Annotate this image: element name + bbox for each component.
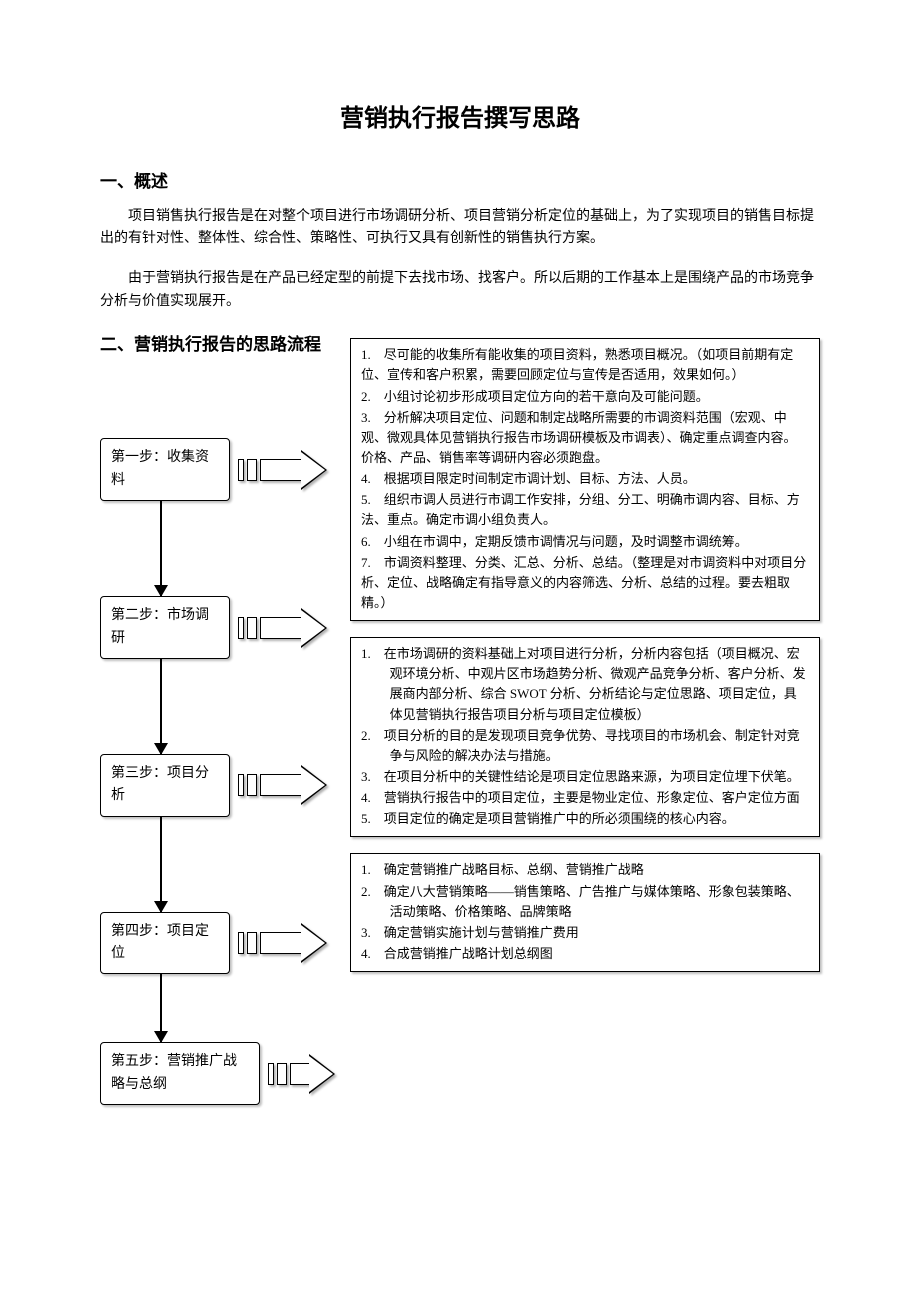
step-5-label: 第五步：营销推广战略与总纲 <box>111 1054 237 1091</box>
list-item: 4. 营销执行报告中的项目定位，主要是物业定位、形象定位、客户定位方面 <box>361 788 809 808</box>
page-title: 营销执行报告撰写思路 <box>100 100 820 138</box>
flowchart: 第一步：收集资料 第二步：市场调研 第三步：项目分析 <box>100 338 820 1105</box>
step-1-box: 第一步：收集资料 <box>100 438 230 501</box>
list-item: 5. 组织市调人员进行市调工作安排，分组、分工、明确市调内容、目标、方法、重点。… <box>361 490 809 530</box>
section-flow-heading: 二、营销执行报告的思路流程 <box>100 331 820 358</box>
arrow-right-icon <box>238 451 328 489</box>
list-item: 3. 确定营销实施计划与营销推广费用 <box>361 923 809 943</box>
section-overview-heading: 一、概述 <box>100 168 820 195</box>
detail-box-1: 1. 尽可能的收集所有能收集的项目资料，熟悉项目概况。（如项目前期有定位、宣传和… <box>350 338 820 621</box>
arrow-down-icon <box>160 659 162 754</box>
arrow-right-icon <box>268 1055 328 1093</box>
step-5-box: 第五步：营销推广战略与总纲 <box>100 1042 260 1105</box>
list-item: 3. 在项目分析中的关键性结论是项目定位思路来源，为项目定位埋下伏笔。 <box>361 767 809 787</box>
list-item: 2. 确定八大营销策略——销售策略、广告推广与媒体策略、形象包装策略、活动策略、… <box>361 882 809 922</box>
step-3-box: 第三步：项目分析 <box>100 754 230 817</box>
flow-steps-column: 第一步：收集资料 第二步：市场调研 第三步：项目分析 <box>100 338 330 1105</box>
arrow-right-icon <box>238 609 328 647</box>
list-item: 6. 小组在市调中，定期反馈市调情况与问题，及时调整市调统筹。 <box>361 532 809 552</box>
list-item: 5. 项目定位的确定是项目营销推广中的所必须围绕的核心内容。 <box>361 809 809 829</box>
step-4-label: 第四步：项目定位 <box>111 924 209 961</box>
list-item: 1. 在市场调研的资料基础上对项目进行分析，分析内容包括（项目概况、宏观环境分析… <box>361 644 809 725</box>
step-2-label: 第二步：市场调研 <box>111 608 209 645</box>
step-2-box: 第二步：市场调研 <box>100 596 230 659</box>
detail-box-3: 1. 确定营销推广战略目标、总纲、营销推广战略 2. 确定八大营销策略——销售策… <box>350 853 820 972</box>
overview-p1: 项目销售执行报告是在对整个项目进行市场调研分析、项目营销分析定位的基础上，为了实… <box>100 206 820 251</box>
step-4-box: 第四步：项目定位 <box>100 912 230 975</box>
step-3-label: 第三步：项目分析 <box>111 766 209 803</box>
step-1-label: 第一步：收集资料 <box>111 450 209 487</box>
arrow-down-icon <box>160 817 162 912</box>
list-item: 2. 项目分析的目的是发现项目竞争优势、寻找项目的市场机会、制定针对竞争与风险的… <box>361 726 809 766</box>
arrow-right-icon <box>238 766 328 804</box>
list-item: 4. 根据项目限定时间制定市调计划、目标、方法、人员。 <box>361 469 809 489</box>
arrow-right-icon <box>238 924 328 962</box>
overview-p2: 由于营销执行报告是在产品已经定型的前提下去找市场、找客户。所以后期的工作基本上是… <box>100 268 820 313</box>
list-item: 3. 分析解决项目定位、问题和制定战略所需要的市调资料范围（宏观、中观、微观具体… <box>361 408 809 468</box>
arrow-down-icon <box>160 501 162 596</box>
list-item: 1. 确定营销推广战略目标、总纲、营销推广战略 <box>361 860 809 880</box>
list-item: 4. 合成营销推广战略计划总纲图 <box>361 944 809 964</box>
detail-box-2: 1. 在市场调研的资料基础上对项目进行分析，分析内容包括（项目概况、宏观环境分析… <box>350 637 820 837</box>
arrow-down-icon <box>160 974 162 1042</box>
list-item: 7. 市调资料整理、分类、汇总、分析、总结。（整理是对市调资料中对项目分析、定位… <box>361 553 809 613</box>
list-item: 2. 小组讨论初步形成项目定位方向的若干意向及可能问题。 <box>361 387 809 407</box>
detail-column: 1. 尽可能的收集所有能收集的项目资料，熟悉项目概况。（如项目前期有定位、宣传和… <box>350 338 820 1105</box>
